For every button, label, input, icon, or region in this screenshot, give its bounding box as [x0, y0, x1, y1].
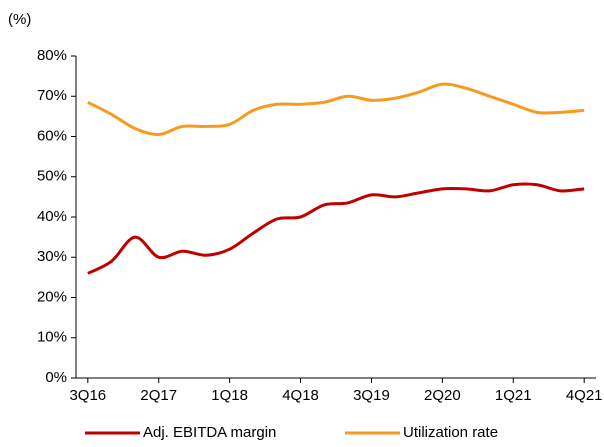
x-tick-label: 2Q20: [424, 387, 461, 404]
y-tick-label: 20%: [37, 288, 67, 305]
y-tick-label: 50%: [37, 168, 67, 185]
legend-label: Utilization rate: [403, 424, 498, 441]
x-tick-label: 3Q16: [69, 387, 106, 404]
x-tick-label: 3Q19: [353, 387, 390, 404]
y-axis-label: (%): [8, 11, 31, 28]
y-tick-label: 70%: [37, 87, 67, 104]
x-tick-label: 4Q18: [282, 387, 319, 404]
series-line: [87, 182, 585, 275]
x-tick-label: 4Q21: [566, 387, 603, 404]
x-tick-label: 1Q18: [211, 387, 248, 404]
x-tick-label: 1Q21: [495, 387, 532, 404]
y-tick-label: 30%: [37, 248, 67, 265]
y-tick-label: 60%: [37, 127, 67, 144]
y-tick-label: 80%: [37, 47, 67, 64]
y-tick-label: 10%: [37, 329, 67, 346]
legend-label: Adj. EBITDA margin: [143, 424, 276, 441]
y-tick-label: 40%: [37, 208, 67, 225]
y-tick-label: 0%: [45, 369, 67, 386]
x-tick-label: 2Q17: [140, 387, 177, 404]
series-line: [87, 82, 585, 136]
